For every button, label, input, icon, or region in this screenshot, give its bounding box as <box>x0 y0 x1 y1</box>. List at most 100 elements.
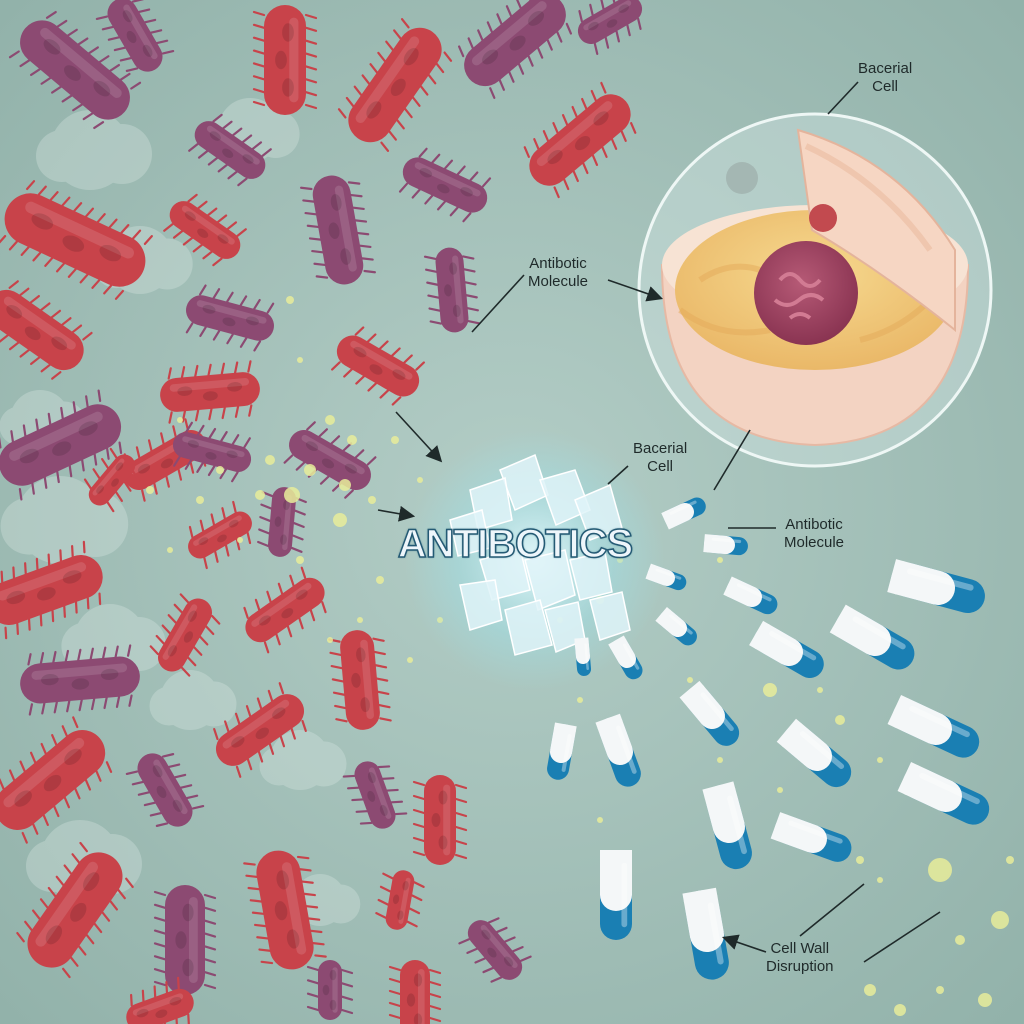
title-antibiotics: ANTIBOTICS <box>397 521 634 567</box>
rod-bacterium-icon <box>213 682 307 778</box>
spark-particles <box>146 296 1014 1016</box>
rod-bacterium-icon <box>306 960 354 1020</box>
spark-particle <box>417 477 423 483</box>
capsule-pill-icon <box>679 680 740 746</box>
spark-particle <box>339 479 351 491</box>
capsule-pill-icon <box>645 563 687 591</box>
haze-cloud <box>259 730 347 790</box>
capsule-group <box>547 497 990 980</box>
rod-bacterium-icon <box>0 389 123 501</box>
leader-arrow-1 <box>395 411 443 463</box>
rod-bacterium-icon <box>8 10 142 130</box>
crystal-shard <box>574 483 623 541</box>
capsule-pill-icon <box>547 722 577 780</box>
rod-bacterium-icon <box>283 421 377 499</box>
rod-bacterium-icon <box>188 113 272 187</box>
spark-particle <box>304 464 316 476</box>
capsule-pill-icon <box>595 713 641 787</box>
label-line: Cell <box>647 458 674 475</box>
label-bacterial-cell-mid: Bacerial Cell <box>633 440 687 476</box>
capsule-pill-icon <box>887 695 980 758</box>
spark-particle <box>327 637 333 643</box>
label-line: Bacerial <box>858 60 913 77</box>
rod-bacterium-icon <box>185 284 275 352</box>
rod-bacterium-icon <box>257 487 307 557</box>
rod-bacterium-icon <box>188 500 252 570</box>
spark-particle <box>877 877 883 883</box>
spark-particle <box>333 513 347 527</box>
spark-particle <box>763 683 777 697</box>
spark-particle <box>856 856 864 864</box>
crystal-shard <box>524 549 576 612</box>
rod-bacterium-icon <box>330 326 426 406</box>
capsule-pill-icon <box>829 604 915 670</box>
rod-bacterium-icon <box>0 180 153 300</box>
spark-particle <box>284 487 300 503</box>
leader-wall-c <box>721 934 767 953</box>
rod-bacterium-icon <box>523 81 637 199</box>
spark-particle <box>347 435 357 445</box>
spark-particle <box>196 496 204 504</box>
spark-particle <box>146 486 154 494</box>
label-line: Molecule <box>528 273 589 290</box>
label-line: Bacerial <box>633 440 688 457</box>
rod-bacterium-icon <box>457 0 573 99</box>
spark-particle <box>717 757 723 763</box>
spark-particle <box>237 537 243 543</box>
rod-bacterium-icon <box>16 841 134 979</box>
leader-arrow-2 <box>377 505 416 522</box>
label-cell-wall-disruption: Cell Wall Disruption <box>766 940 834 976</box>
rod-bacterium-icon <box>20 644 140 716</box>
spark-particle <box>687 677 693 683</box>
rod-bacterium-icon <box>0 540 103 640</box>
haze-cloud <box>149 670 237 730</box>
capsule-pill-icon <box>702 781 752 870</box>
capsule-pill-icon <box>600 850 632 940</box>
spark-particle <box>877 757 883 763</box>
rod-bacterium-icon <box>95 0 175 72</box>
rod-bacterium-icon <box>458 917 532 983</box>
spark-particle <box>296 556 304 564</box>
spark-particle <box>597 817 603 823</box>
spark-particle <box>894 1004 906 1016</box>
rod-bacterium-icon <box>337 18 453 152</box>
label-antibiotic-molecule-right: Antibotic Molecule <box>784 516 844 552</box>
rod-bacterium-icon <box>375 870 425 930</box>
spark-particle <box>991 911 1009 929</box>
capsule-pill-icon <box>655 606 697 646</box>
haze-cloud <box>36 110 152 190</box>
spark-particle <box>286 296 294 304</box>
spark-particle <box>936 986 944 994</box>
capsule-pill-icon <box>770 812 852 862</box>
spark-particle <box>391 436 399 444</box>
leader-cell-mid-b <box>713 429 751 491</box>
spark-particle <box>928 858 952 882</box>
label-bacterial-cell-top: Bacerial Cell <box>858 60 912 96</box>
spark-particle <box>177 417 183 423</box>
leader-wall-a <box>799 883 865 937</box>
crystal-shard <box>504 599 553 656</box>
label-line: Disruption <box>766 958 834 975</box>
rod-bacterium-icon <box>412 775 468 865</box>
label-line: Molecule <box>784 534 845 551</box>
crystal-shard <box>449 509 491 557</box>
spark-particle <box>368 496 376 504</box>
capsule-pill-icon <box>574 637 592 676</box>
rod-bacterium-icon <box>300 175 376 285</box>
rod-bacterium-icon <box>153 885 217 995</box>
rod-bacterium-icon <box>160 360 260 424</box>
capsule-pill-icon <box>608 635 643 680</box>
spark-particle <box>717 557 723 563</box>
crystal-shard <box>589 591 631 641</box>
rod-bacterium-icon <box>252 5 318 115</box>
leader-molecule-mid-b <box>471 274 525 333</box>
rod-bacterium-icon <box>0 280 93 380</box>
label-line: Cell Wall <box>770 940 830 957</box>
leader-cell-mid-a <box>607 465 629 485</box>
spark-particle <box>864 984 876 996</box>
capsule-pill-icon <box>897 762 990 825</box>
capsule-pill-icon <box>776 718 852 788</box>
rod-bacterium-icon <box>0 716 113 844</box>
